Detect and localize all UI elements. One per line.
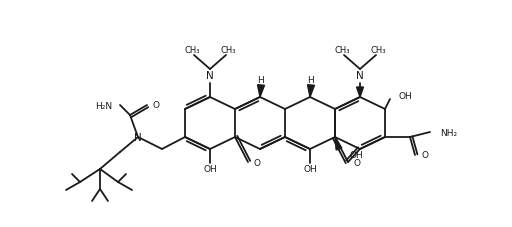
Polygon shape: [308, 85, 314, 98]
Text: OH: OH: [303, 165, 317, 174]
Text: OH: OH: [349, 151, 362, 160]
Text: O: O: [253, 159, 260, 168]
Text: CH₃: CH₃: [370, 45, 386, 54]
Polygon shape: [335, 137, 342, 150]
Polygon shape: [258, 85, 265, 98]
Text: OH: OH: [399, 91, 413, 100]
Text: CH₃: CH₃: [220, 45, 236, 54]
Text: H: H: [258, 75, 264, 84]
Text: O: O: [353, 159, 360, 168]
Text: NH₂: NH₂: [440, 128, 457, 137]
Text: O: O: [152, 100, 159, 109]
Text: N: N: [356, 71, 364, 81]
Text: CH₃: CH₃: [184, 45, 200, 54]
Text: H: H: [308, 75, 314, 84]
Text: O: O: [422, 151, 429, 160]
Text: H₂N: H₂N: [95, 101, 112, 110]
Text: N: N: [206, 71, 214, 81]
Text: N: N: [134, 132, 142, 142]
Text: OH: OH: [203, 165, 217, 174]
Text: CH₃: CH₃: [334, 45, 350, 54]
Polygon shape: [356, 88, 364, 98]
